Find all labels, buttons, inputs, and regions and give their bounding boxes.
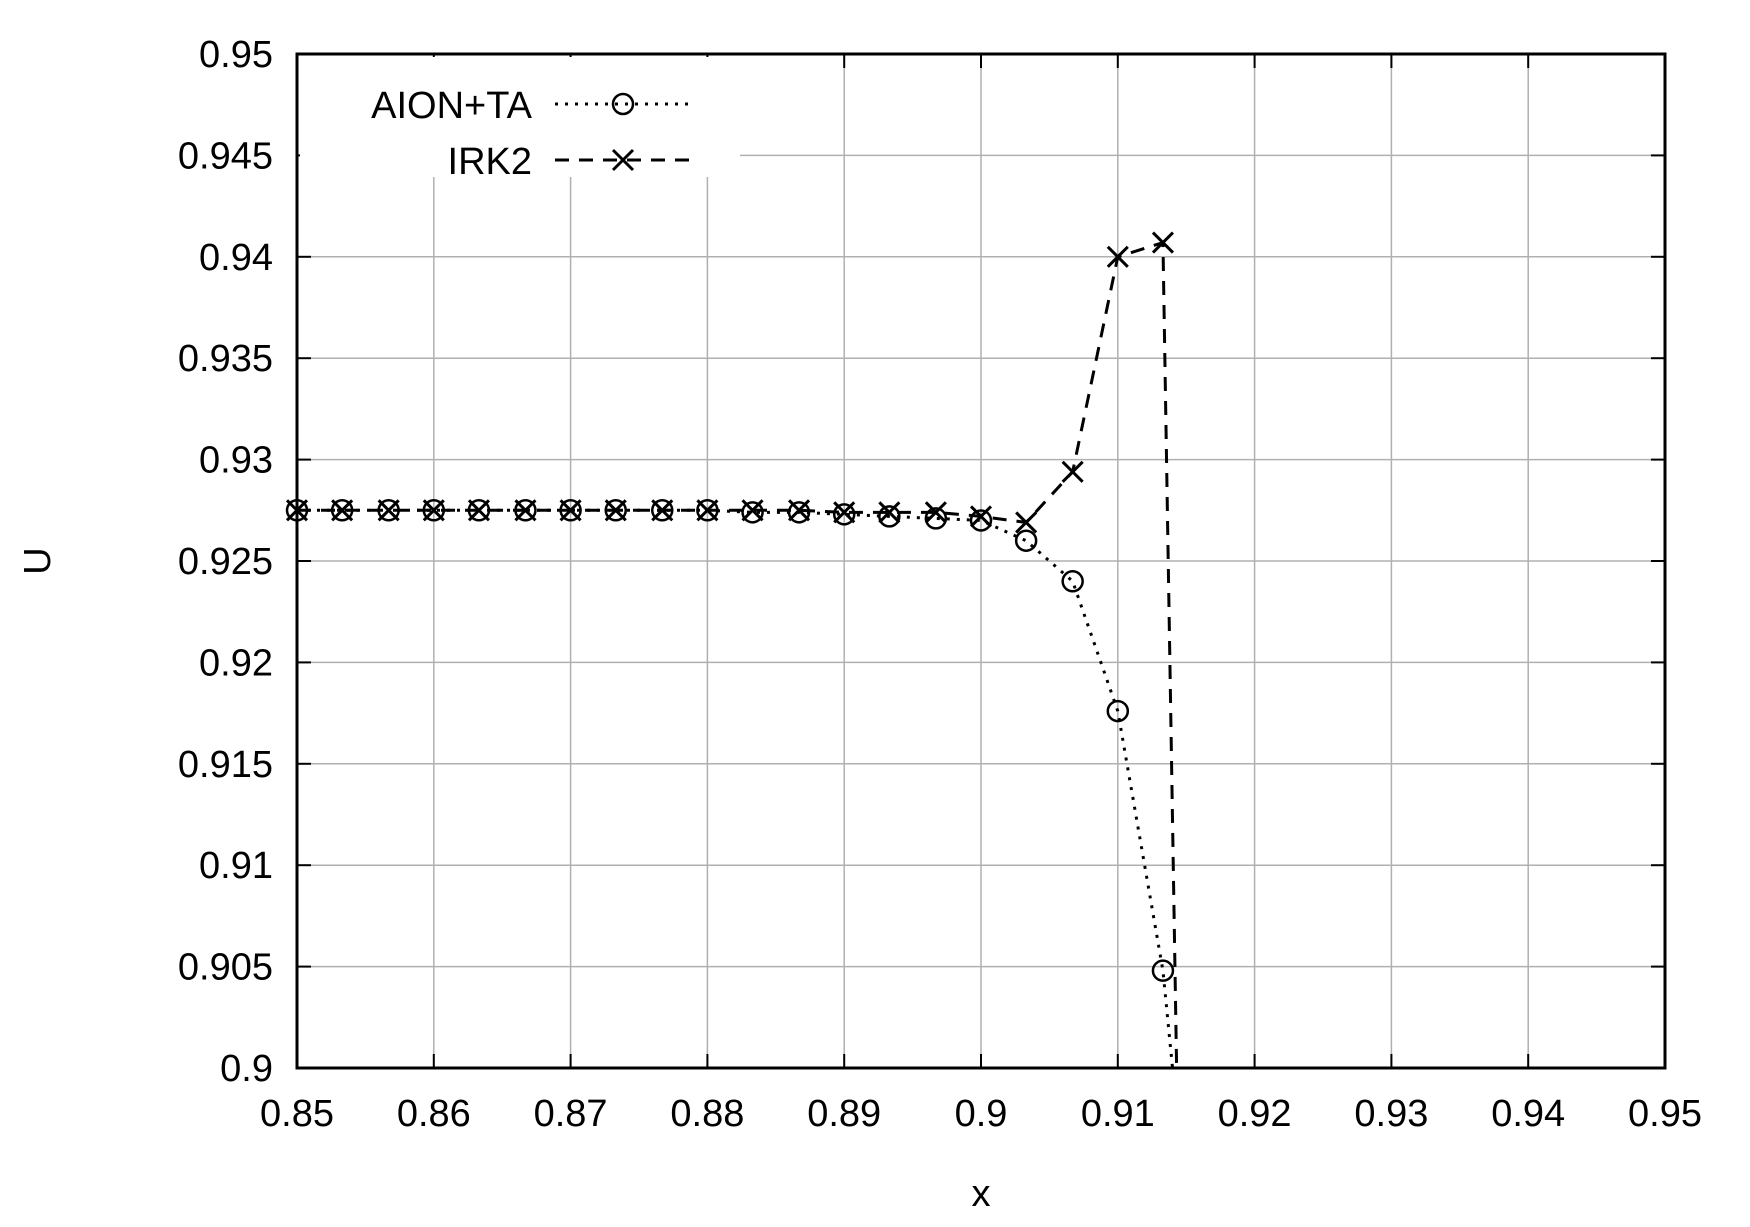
data-point-x — [833, 501, 856, 524]
legend-label-irk2: IRK2 — [448, 141, 532, 183]
data-point-circle — [741, 501, 764, 524]
y-tick-label: 0.915 — [178, 744, 273, 786]
data-point-x — [1015, 511, 1038, 534]
data-point-x — [696, 499, 719, 522]
data-point-x — [467, 499, 491, 522]
data-point-x — [878, 501, 901, 524]
x-tick-label: 0.88 — [670, 1093, 744, 1135]
data-point-circle — [787, 501, 811, 524]
data-point-x — [559, 499, 582, 522]
data-point-circle — [1014, 529, 1038, 552]
x-tick-label: 0.89 — [807, 1093, 881, 1135]
data-point-x — [604, 499, 627, 522]
x-tick-label: 0.87 — [534, 1093, 608, 1135]
series-irk2 — [285, 231, 1179, 1069]
y-tick-label: 0.94 — [199, 237, 273, 279]
plot-frame — [295, 52, 1667, 1070]
data-point-x — [1061, 460, 1084, 483]
y-tick-labels: 0.9 0.905 0.91 0.915 0.92 0.925 0.93 0.935 0.94 0… — [178, 34, 273, 1090]
x-tick-label: 0.85 — [260, 1093, 334, 1135]
data-point-circle — [1106, 699, 1130, 723]
y-tick-label: 0.945 — [178, 135, 273, 177]
legend-label-aion-ta: AION+TA — [371, 85, 532, 127]
data-point-x — [331, 499, 354, 522]
y-tick-label: 0.91 — [199, 845, 273, 887]
y-axis-title: U — [17, 547, 59, 574]
x-tick-label: 0.95 — [1628, 1093, 1702, 1135]
y-tick-label: 0.93 — [199, 440, 273, 482]
data-point-x — [787, 499, 811, 522]
legend-marker — [611, 148, 635, 172]
data-point-circle — [832, 503, 856, 526]
data-point-circle — [1061, 570, 1084, 593]
x-tick-label: 0.94 — [1491, 1093, 1565, 1135]
data-point-x — [741, 499, 764, 522]
x-tick-label: 0.91 — [1081, 1093, 1155, 1135]
series-layer — [285, 231, 1179, 1069]
data-point-circle — [559, 499, 582, 522]
data-point-x — [377, 499, 400, 522]
legend-marker — [611, 92, 635, 116]
data-point-circle — [651, 499, 674, 522]
y-tick-label: 0.95 — [199, 34, 273, 76]
x-tick-label: 0.86 — [397, 1093, 471, 1135]
x-tick-label: 0.9 — [955, 1093, 1008, 1135]
x-tick-label: 0.93 — [1354, 1093, 1428, 1135]
data-point-x — [924, 501, 947, 524]
data-point-circle — [1151, 959, 1175, 982]
data-point-circle — [969, 509, 993, 532]
legend-background — [300, 57, 740, 177]
data-point-x — [969, 505, 993, 528]
y-tick-label: 0.9 — [220, 1048, 273, 1090]
y-tick-label: 0.925 — [178, 541, 273, 583]
data-point-x — [1151, 231, 1175, 254]
data-point-circle — [924, 507, 948, 530]
x-axis-title: x — [972, 1173, 991, 1215]
data-point-circle — [878, 505, 901, 528]
data-point-x — [422, 499, 445, 522]
data-point-x — [651, 499, 674, 522]
x-tick-labels: 0.85 0.86 0.87 0.88 0.89 0.9 0.91 0.92 0.93 0.94 0… — [260, 1093, 1702, 1135]
y-tick-label: 0.935 — [178, 338, 273, 380]
y-tick-label: 0.92 — [199, 642, 273, 684]
legend: AION+TA IRK2 — [300, 57, 740, 183]
y-tick-label: 0.905 — [178, 947, 273, 989]
x-tick-label: 0.92 — [1218, 1093, 1292, 1135]
series-line — [297, 240, 1179, 1069]
data-point-circle — [604, 499, 627, 522]
data-point-x — [514, 499, 537, 522]
data-point-x — [1106, 245, 1129, 268]
